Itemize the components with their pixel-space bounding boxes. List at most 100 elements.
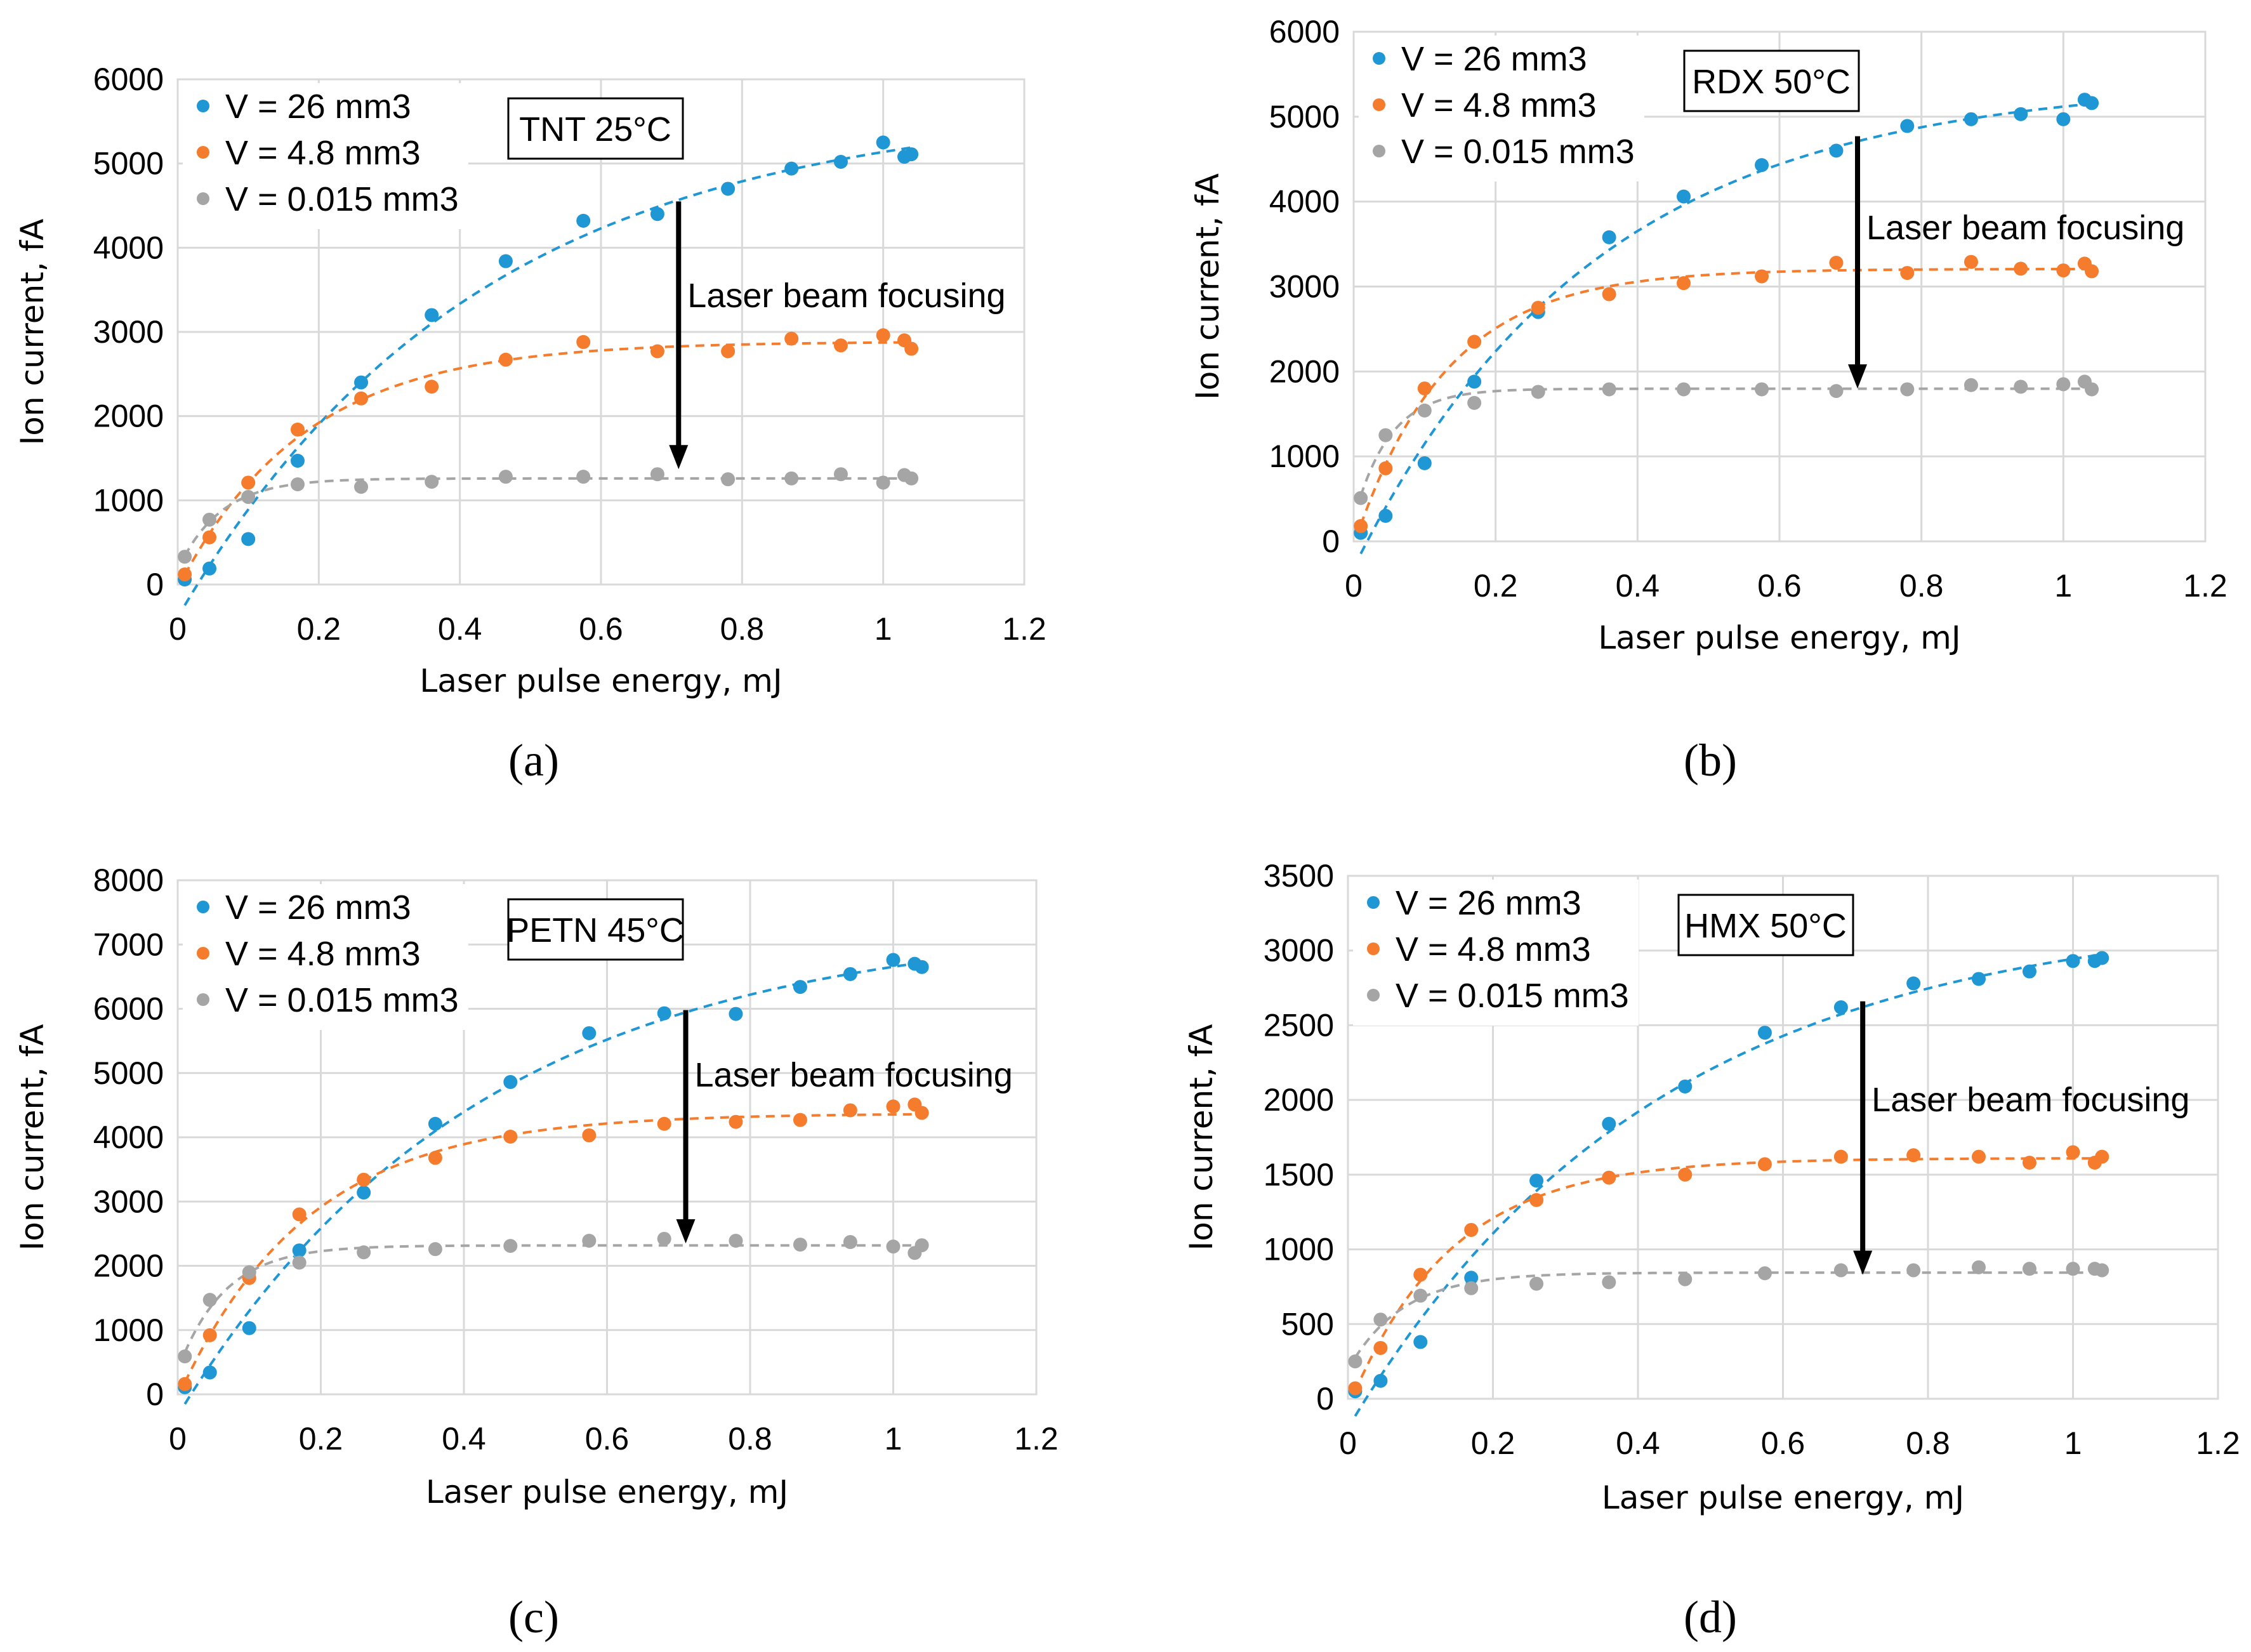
data-point bbox=[1829, 256, 1844, 270]
x-axis-label: Laser pulse energy, mJ bbox=[426, 1474, 788, 1510]
data-point bbox=[1417, 381, 1432, 396]
data-point bbox=[425, 475, 439, 489]
data-point bbox=[357, 1186, 371, 1200]
data-point bbox=[1757, 1157, 1772, 1172]
data-point bbox=[292, 1255, 307, 1270]
data-point bbox=[1354, 491, 1368, 505]
x-tick-label: 0.4 bbox=[1616, 1425, 1660, 1461]
y-tick-label: 5000 bbox=[93, 1055, 164, 1091]
data-point bbox=[833, 467, 848, 482]
data-point bbox=[2022, 1156, 2036, 1170]
data-point bbox=[498, 352, 513, 367]
data-point bbox=[904, 147, 919, 162]
data-point bbox=[1755, 269, 1769, 284]
data-point bbox=[1373, 1312, 1388, 1327]
x-tick-label: 0.4 bbox=[438, 611, 482, 647]
data-point bbox=[1755, 158, 1769, 173]
data-point bbox=[1378, 508, 1393, 523]
legend-marker bbox=[197, 993, 209, 1006]
panel-caption: (b) bbox=[1684, 735, 1737, 786]
legend-marker bbox=[197, 146, 209, 159]
y-axis-label: Ion current, fA bbox=[14, 1024, 51, 1251]
legend-marker bbox=[1367, 942, 1380, 955]
plot-area bbox=[1352, 30, 2207, 543]
arrow-head-icon bbox=[676, 1219, 696, 1244]
y-tick-label: 2000 bbox=[93, 1248, 164, 1284]
data-point bbox=[2056, 112, 2071, 126]
x-tick-label: 0.6 bbox=[1761, 1425, 1805, 1461]
legend-label: V = 26 mm3 bbox=[1401, 40, 1587, 78]
y-tick-label: 2000 bbox=[93, 399, 164, 434]
legend-marker bbox=[197, 901, 209, 913]
data-point bbox=[1529, 1276, 1544, 1291]
y-tick-label: 500 bbox=[1281, 1306, 1334, 1342]
title-box bbox=[1683, 50, 1860, 112]
y-tick-label: 5000 bbox=[93, 146, 164, 182]
y-axis-label: Ion current, fA bbox=[1189, 173, 1226, 400]
data-point bbox=[833, 338, 848, 353]
data-point bbox=[1373, 1340, 1388, 1355]
data-point bbox=[729, 1234, 743, 1248]
x-tick-label: 1 bbox=[2054, 568, 2072, 604]
legend-label: V = 0.015 mm3 bbox=[1396, 977, 1629, 1015]
data-point bbox=[886, 953, 901, 967]
data-point bbox=[1378, 428, 1393, 442]
data-point bbox=[1602, 1116, 1616, 1131]
data-point bbox=[1829, 143, 1844, 158]
data-point bbox=[241, 532, 256, 546]
data-point bbox=[914, 960, 929, 974]
x-tick-label: 1 bbox=[885, 1421, 902, 1457]
data-point bbox=[1833, 1000, 1848, 1015]
y-tick-label: 3000 bbox=[1269, 269, 1340, 305]
data-point bbox=[2085, 264, 2099, 279]
data-point bbox=[1464, 1271, 1479, 1285]
data-point bbox=[1964, 254, 1978, 269]
panel-caption: (c) bbox=[508, 1592, 559, 1642]
legend-marker bbox=[197, 947, 209, 960]
data-point bbox=[428, 1116, 442, 1131]
x-tick-label: 0.2 bbox=[297, 611, 341, 647]
data-point bbox=[729, 1007, 743, 1021]
data-point bbox=[1464, 1222, 1479, 1237]
legend-marker bbox=[197, 100, 209, 112]
data-point bbox=[425, 308, 439, 322]
trendline-0 bbox=[1354, 953, 2102, 1417]
data-point bbox=[1678, 1272, 1693, 1286]
data-point bbox=[1906, 1148, 1921, 1163]
x-tick-label: 0.6 bbox=[579, 611, 623, 647]
y-tick-label: 6000 bbox=[93, 62, 164, 97]
data-point bbox=[357, 1172, 371, 1187]
data-point bbox=[1467, 395, 1482, 410]
x-tick-label: 0.6 bbox=[1757, 568, 1802, 604]
legend-marker bbox=[1373, 98, 1385, 111]
x-axis-label: Laser pulse energy, mJ bbox=[1598, 619, 1960, 656]
annotation-text: Laser beam focusing bbox=[695, 1056, 1013, 1094]
legend-marker bbox=[1367, 989, 1380, 1001]
x-axis-label: Laser pulse energy, mJ bbox=[419, 663, 782, 699]
data-point bbox=[202, 1365, 217, 1380]
legend-background bbox=[1353, 880, 1639, 1026]
data-point bbox=[1354, 519, 1368, 533]
chart-panel-d: 0 500 1000 1500 2000 2500 3000 3500 0 0.2 0.4 0.6 0.… bbox=[1183, 858, 2240, 1642]
data-point bbox=[202, 530, 217, 545]
trendline-1 bbox=[1359, 267, 2092, 525]
legend-label: V = 0.015 mm3 bbox=[1401, 133, 1635, 171]
data-point bbox=[2022, 964, 2036, 979]
data-point bbox=[2095, 951, 2109, 965]
legend-label: V = 4.8 mm3 bbox=[1401, 86, 1597, 124]
data-point bbox=[1417, 403, 1432, 418]
data-point bbox=[904, 471, 919, 486]
panel-caption: (d) bbox=[1684, 1592, 1737, 1642]
legend-marker bbox=[197, 192, 209, 205]
data-point bbox=[241, 490, 256, 505]
data-point bbox=[2014, 107, 2028, 121]
chart-title: TNT 25°C bbox=[519, 110, 671, 149]
x-tick-label: 0.8 bbox=[1906, 1425, 1950, 1461]
arrow-head-icon bbox=[1853, 1250, 1873, 1275]
data-point bbox=[1602, 230, 1616, 244]
data-point bbox=[292, 1243, 307, 1258]
plot-area bbox=[1347, 875, 2219, 1400]
data-point bbox=[876, 475, 890, 490]
data-point bbox=[242, 1321, 256, 1335]
data-point bbox=[1602, 382, 1616, 397]
